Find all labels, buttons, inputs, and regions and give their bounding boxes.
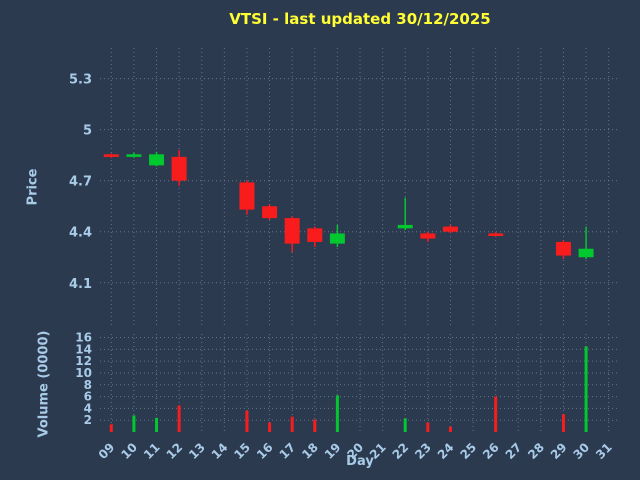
volume-tick-label: 8 [84,378,92,392]
volume-bar [561,414,565,432]
x-tick-label: 26 [480,440,502,462]
x-tick-label: 28 [525,440,547,462]
candle-body [126,154,142,157]
x-tick-label: 16 [254,440,276,462]
candle-body [442,226,458,232]
x-tick-label: 13 [186,440,208,462]
candle-body [488,233,504,236]
x-tick-label: 14 [209,440,231,462]
x-tick-label: 19 [322,440,344,462]
volume-bar [177,405,181,432]
candle-body [420,233,436,239]
x-tick-label: 10 [118,440,140,462]
price-tick-label: 5.3 [69,73,92,88]
chart-title: VTSI - last updated 30/12/2025 [229,10,491,28]
volume-tick-label: 16 [75,331,92,345]
volume-tick-label: 2 [84,413,92,427]
volume-tick-label: 10 [75,366,92,380]
volume-bar [109,424,113,432]
x-tick-label: 30 [570,440,592,462]
x-tick-label: 31 [593,440,615,462]
x-axis-label: Day [346,454,374,469]
candle-body [578,248,594,258]
volume-bar [403,418,407,432]
candle-body [397,224,413,229]
candle-body [262,206,278,219]
volume-bar [155,417,159,432]
volume-bar [268,422,272,432]
x-tick-label: 15 [231,440,253,462]
volume-bar [132,415,136,432]
volume-bar [290,416,294,432]
volume-bar [335,395,339,432]
x-tick-label: 20 [344,440,366,462]
x-tick-label: 22 [390,440,412,462]
x-tick-label: 23 [412,440,434,462]
price-tick-label: 5 [83,124,92,139]
candle-body [149,154,165,166]
volume-bar [245,410,249,432]
price-tick-label: 4.4 [69,226,92,241]
candle-body [555,241,571,256]
volume-tick-label: 4 [84,401,92,415]
candle-body [329,233,345,244]
volume-tick-label: 14 [75,342,92,356]
candle-body [239,182,255,210]
x-tick-label: 24 [435,440,457,462]
x-tick-label: 25 [457,440,479,462]
price-tick-label: 4.1 [69,277,92,292]
x-tick-label: 27 [503,440,525,462]
x-tick-label: 21 [367,440,389,462]
volume-bar [584,346,588,432]
candle-body [171,156,187,181]
volume-bar [448,426,452,432]
volume-tick-label: 12 [75,354,92,368]
volume-bar [313,419,317,432]
volume-bar [494,396,498,432]
x-tick-label: 18 [299,440,321,462]
x-tick-label: 12 [164,440,186,462]
candle-body [284,218,300,244]
price-tick-label: 4.7 [69,175,92,190]
x-tick-label: 17 [277,440,299,462]
x-tick-label: 29 [548,440,570,462]
candle-body [103,154,119,157]
volume-bar [426,422,430,432]
x-tick-label: 09 [96,440,118,462]
candle-body [307,228,323,242]
volume-tick-label: 6 [84,390,92,404]
x-tick-label: 11 [141,440,163,462]
